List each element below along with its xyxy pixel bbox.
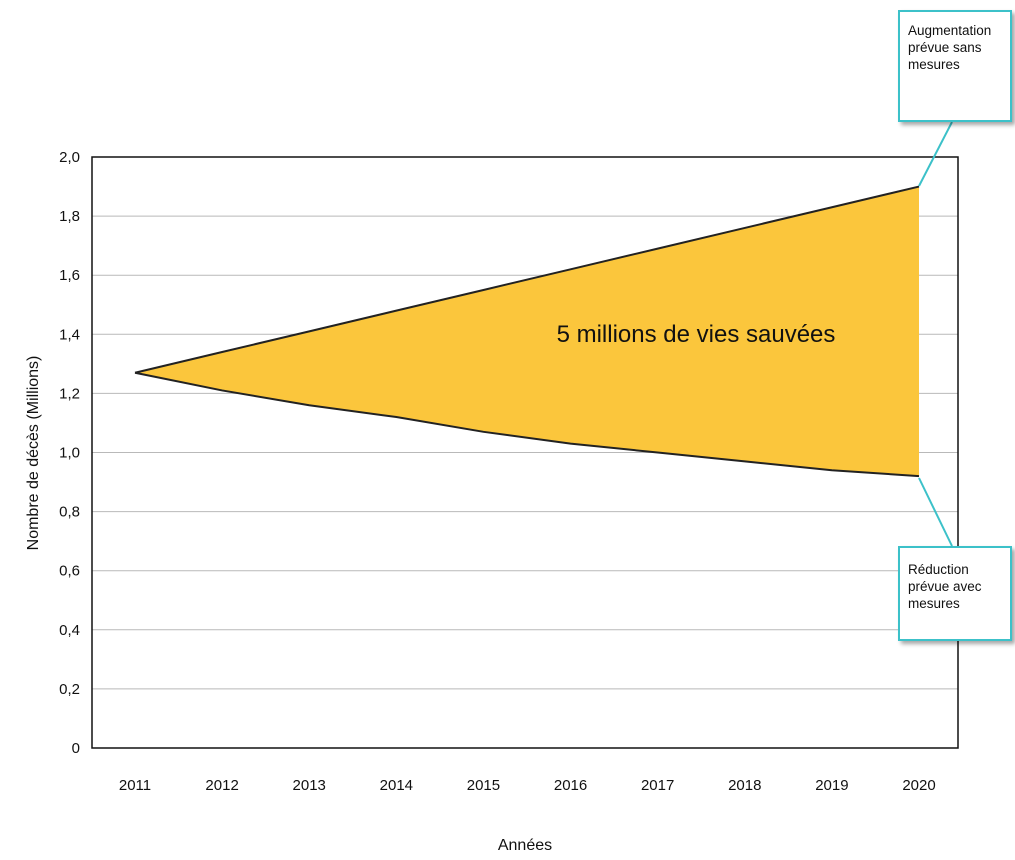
upper-callout: Augmentation prévue sans mesures bbox=[898, 10, 1012, 122]
x-tick-label: 2017 bbox=[641, 777, 674, 794]
y-tick-label: 0,4 bbox=[59, 622, 80, 639]
y-tick-label: 0,2 bbox=[59, 681, 80, 698]
y-tick-label: 1,6 bbox=[59, 267, 80, 284]
lower-callout: Réduction prévue avec mesures bbox=[898, 546, 1012, 641]
y-tick-label: 0,8 bbox=[59, 504, 80, 521]
y-tick-label: 0,6 bbox=[59, 563, 80, 580]
lower-callout-line-1: Réduction bbox=[908, 562, 969, 577]
x-tick-label: 2013 bbox=[293, 777, 326, 794]
x-tick-label: 2018 bbox=[728, 777, 761, 794]
x-tick-label: 2015 bbox=[467, 777, 500, 794]
lower-callout-line-3: mesures bbox=[908, 596, 960, 611]
y-tick-label: 1,2 bbox=[59, 385, 80, 402]
upper-callout-line-3: mesures bbox=[908, 57, 960, 72]
y-tick-label: 1,8 bbox=[59, 208, 80, 225]
y-tick-label: 1,4 bbox=[59, 326, 80, 343]
lower-callout-pointer bbox=[918, 477, 953, 547]
y-axis-title: Nombre de décès (Millions) bbox=[25, 356, 42, 551]
x-tick-label: 2019 bbox=[815, 777, 848, 794]
lower-callout-line-2: prévue avec bbox=[908, 579, 982, 594]
lower-series-line bbox=[134, 371, 920, 478]
y-tick-label: 2,0 bbox=[59, 149, 80, 166]
upper-series-line bbox=[134, 185, 920, 374]
y-axis-ticks: 0 0,2 0,4 0,6 0,8 1,0 1,2 1,4 1,6 1,8 2,0 bbox=[59, 149, 80, 757]
y-tick-label: 1,0 bbox=[59, 445, 80, 462]
y-tick-label: 0 bbox=[72, 740, 80, 757]
plot-frame bbox=[91, 156, 959, 749]
upper-callout-line-1: Augmentation bbox=[908, 23, 992, 38]
x-axis-ticks: 2011 2012 2013 2014 2015 2016 2017 2018 2019 2020 bbox=[119, 777, 936, 794]
area-annotation: 5 millions de vies sauvées bbox=[557, 321, 836, 348]
x-tick-label: 2020 bbox=[902, 777, 935, 794]
x-tick-label: 2012 bbox=[205, 777, 238, 794]
x-tick-label: 2014 bbox=[380, 777, 413, 794]
upper-callout-pointer bbox=[918, 121, 953, 187]
x-tick-label: 2016 bbox=[554, 777, 587, 794]
savings-area bbox=[135, 186, 919, 477]
upper-callout-line-2: prévue sans bbox=[908, 40, 982, 55]
x-tick-label: 2011 bbox=[119, 777, 151, 794]
x-axis-title: Années bbox=[498, 837, 552, 854]
